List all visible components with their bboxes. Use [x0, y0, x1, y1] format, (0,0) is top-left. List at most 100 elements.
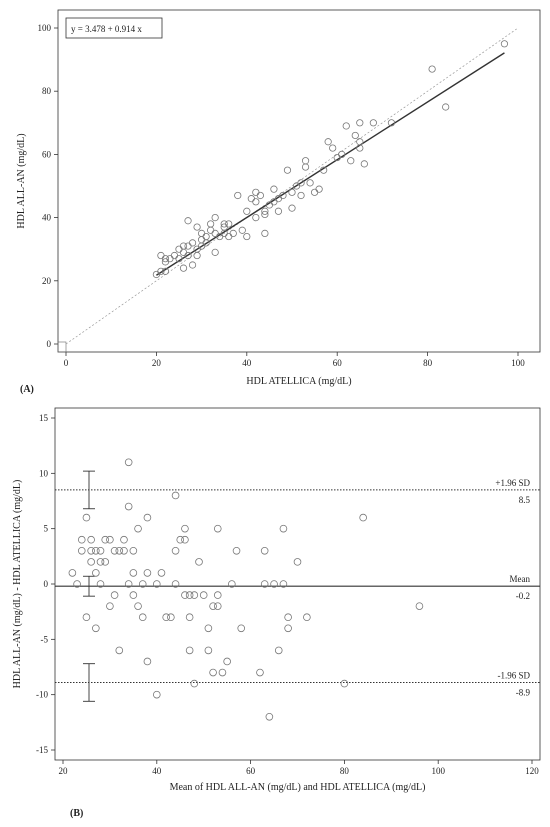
panel-b-label: (B) — [70, 808, 83, 819]
data-point — [315, 185, 323, 193]
data-point — [96, 558, 105, 566]
data-point — [284, 613, 292, 621]
data-point — [247, 195, 255, 203]
data-point — [193, 223, 201, 231]
y-tick-label: -10 — [36, 690, 48, 700]
data-point — [211, 229, 219, 237]
data-point — [356, 138, 364, 146]
data-point — [213, 524, 222, 533]
panel-b-plot-frame — [54, 407, 541, 761]
data-point — [96, 546, 105, 555]
panel-a-points — [152, 40, 509, 279]
panel-a-ticks: 0 20 40 60 80 100 0 20 40 60 80 100 — [38, 23, 526, 368]
panel-a-label: (A) — [20, 384, 34, 395]
data-point — [338, 150, 346, 158]
data-point — [181, 591, 189, 599]
data-point — [157, 267, 165, 275]
data-point — [138, 580, 147, 588]
x-tick-label: 20 — [59, 766, 69, 776]
data-point — [209, 602, 217, 610]
data-point — [288, 188, 296, 196]
data-point — [153, 690, 161, 699]
data-point — [351, 131, 359, 140]
data-point — [204, 646, 213, 655]
data-point — [234, 191, 242, 200]
x-tick-label: 60 — [246, 766, 256, 776]
data-point — [77, 535, 86, 544]
panel-a-scatter: 0 20 40 60 80 100 0 20 40 60 80 100 y = 3.478 + 0.9… — [16, 9, 541, 395]
data-point — [171, 580, 180, 588]
data-point — [184, 217, 192, 225]
data-point — [500, 40, 509, 48]
data-point — [101, 558, 110, 566]
y-tick-label: 40 — [42, 213, 52, 223]
panel-b-x-axis-title: Mean of HDL ALL-AN (mg/dL) and HDL ATELL… — [170, 782, 426, 793]
data-point — [428, 65, 436, 73]
data-point — [260, 580, 269, 588]
y-tick-label: 5 — [44, 524, 49, 534]
data-point — [211, 214, 219, 222]
data-point — [185, 613, 194, 621]
data-point — [110, 591, 119, 599]
x-tick-label: 80 — [423, 358, 433, 368]
data-point — [134, 602, 142, 610]
x-tick-label: 60 — [333, 358, 343, 368]
data-point — [198, 229, 206, 237]
data-point — [92, 569, 100, 577]
data-point — [252, 198, 260, 206]
reference-line-label: +1.96 SD — [495, 478, 530, 488]
data-point — [270, 185, 278, 193]
data-point — [110, 546, 119, 555]
data-point — [82, 513, 91, 522]
data-point — [213, 602, 222, 610]
panel-b-y-axis-title: HDL ALL-AN (mg/dL) - HDL ATELLICA (mg/dL… — [12, 480, 23, 689]
data-point — [157, 251, 165, 260]
data-point — [179, 264, 188, 272]
data-point — [284, 624, 292, 633]
data-point — [166, 255, 174, 263]
data-point — [190, 591, 199, 599]
data-point — [279, 580, 288, 588]
data-point — [143, 513, 152, 522]
panel-a-regression-line — [156, 52, 505, 276]
data-point — [96, 580, 105, 588]
y-tick-label: -15 — [36, 745, 48, 755]
data-point — [342, 122, 350, 130]
data-point — [161, 255, 170, 263]
panel-b-bland-altman: 20 40 60 80 100 120 -15 -10 -5 0 5 10 15 +1.96 SD 8.5… — [12, 407, 541, 819]
data-point — [185, 646, 194, 655]
x-tick-label: 120 — [525, 766, 539, 776]
data-point — [198, 236, 206, 244]
data-point — [387, 119, 396, 127]
data-point — [120, 546, 128, 555]
y-tick-label: 60 — [42, 149, 52, 159]
data-point — [129, 546, 138, 555]
data-point — [356, 144, 364, 152]
panel-a-x-axis-title: HDL ATELLICA (mg/dL) — [246, 376, 351, 387]
data-point — [129, 591, 138, 599]
data-point — [218, 668, 227, 677]
data-point — [193, 251, 201, 260]
data-point — [209, 668, 217, 677]
data-point — [274, 646, 283, 655]
data-point — [185, 591, 194, 599]
data-point — [256, 191, 264, 200]
data-point — [324, 138, 332, 146]
regression-equation: y = 3.478 + 0.914 x — [71, 24, 142, 34]
data-point — [101, 535, 110, 544]
data-point — [223, 657, 231, 666]
data-point — [143, 569, 152, 577]
data-point — [124, 580, 133, 588]
reference-line-value: -8.9 — [516, 687, 531, 697]
data-point — [188, 261, 197, 269]
data-point — [261, 210, 269, 219]
panel-b-ci-bars — [83, 470, 95, 702]
data-point — [162, 613, 170, 621]
data-point — [293, 558, 302, 566]
data-point — [106, 535, 114, 544]
data-point — [115, 546, 124, 555]
data-point — [181, 535, 189, 544]
data-point — [303, 613, 311, 621]
data-point — [279, 524, 288, 533]
